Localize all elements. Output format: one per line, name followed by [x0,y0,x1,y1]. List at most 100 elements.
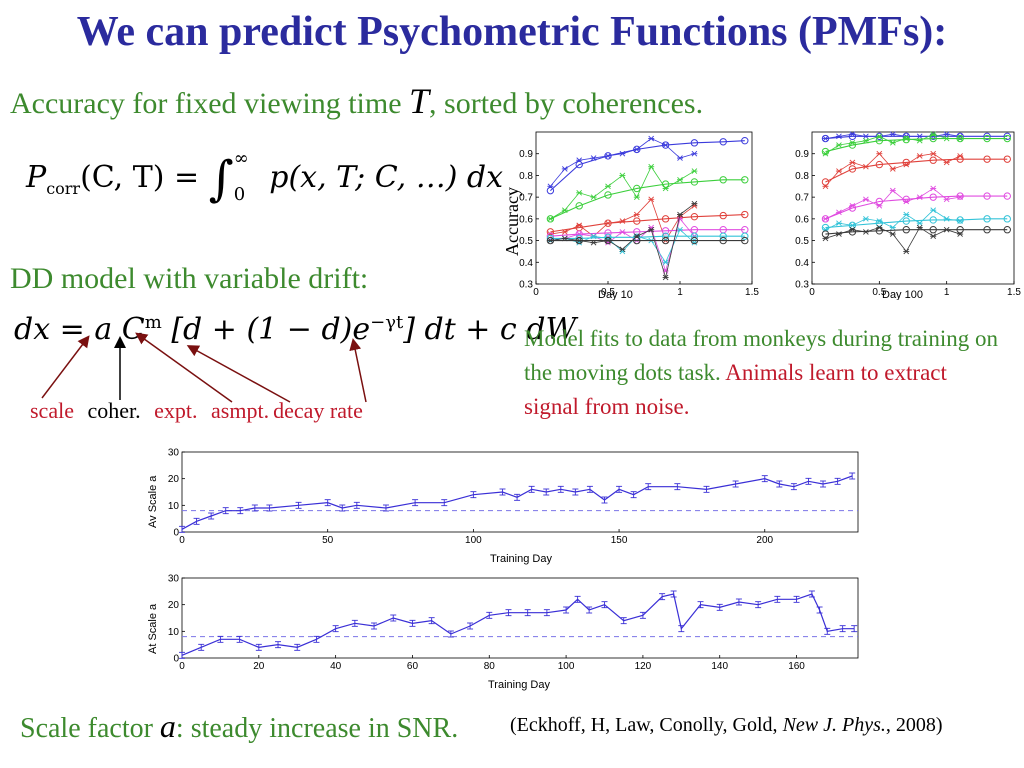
y-tick-label: 30 [168,448,180,459]
data-point [605,237,611,244]
data-point [677,226,683,233]
data-point [849,131,856,137]
data-point [916,220,923,227]
caption-highlight: Animals learn to extract signal from noi… [524,360,947,419]
fit-marker [690,232,699,240]
fit-marker [741,176,749,184]
fit-marker [875,160,884,169]
integral-sign: ∫ [208,151,234,207]
accuracy-heading-post: , sorted by coherences. [429,87,704,120]
data-point [691,168,698,174]
dd-model-heading: DD model with variable drift: [10,262,369,295]
data-point [648,196,655,203]
fit-marker [956,226,964,234]
data-point [677,176,683,183]
data-point [903,198,910,205]
chart-day10-ylabel: Accuracy [502,187,522,256]
data-point [903,248,910,255]
fit-marker [848,165,857,173]
data-point [633,194,640,200]
data-point [835,168,842,174]
data-point [889,166,896,172]
fit-marker [875,136,884,145]
data-point [903,161,910,168]
data-point [561,229,568,235]
data-point [547,183,554,190]
data-point [957,231,964,237]
x-tick-label: 40 [330,661,342,672]
data-point [889,224,896,231]
fit-marker [633,217,641,225]
chart-day100-xlabel: Day 100 [882,289,923,300]
data-point [943,196,950,203]
x-tick-label: 0 [809,287,815,298]
data-point [862,133,869,140]
y-tick-label: 30 [168,574,180,585]
scale-factor-pre: Scale factor [20,713,153,744]
data-point [889,131,896,137]
scale-line [181,475,853,530]
x-tick-label: 100 [465,535,482,546]
parameter-arrows [41,332,367,403]
fit-marker [719,236,727,245]
fit-marker [690,212,699,221]
y-tick-label: 0.7 [519,193,533,204]
data-point [957,153,964,159]
data-point [889,140,896,146]
fit-line-2 [825,158,1008,183]
data-point [835,133,842,140]
drift-equation: dx = a Cm [d + (1 − d)e−γt] dt + c dW [14,312,576,347]
data-point [930,207,937,213]
fit-marker [604,236,612,245]
data-point [835,220,842,227]
y-tick-label: 0.8 [795,171,809,182]
chart-day100-frame [811,131,1015,285]
fit-marker [690,178,699,186]
fit-marker [848,141,857,149]
data-point [822,135,829,142]
label-scale: scale [30,398,74,423]
x-tick-label: 60 [407,661,419,672]
fit-marker [575,160,583,169]
data-point [633,233,640,240]
data-point [677,155,683,161]
parameter-labels: scale coher. expt. asmpt. decay rate [30,398,371,424]
data-point [605,220,611,227]
fit-marker [848,132,857,141]
fit-marker [575,202,583,210]
data-point [648,163,655,170]
data-point [849,159,856,166]
fit-marker [661,232,670,240]
fit-marker [1003,155,1011,163]
data-point [648,226,655,233]
y-tick-label: 0.5 [519,236,533,247]
eq2-mid: [d + (1 − d)e [161,312,371,347]
data-point [849,140,856,146]
data-point [876,203,883,209]
fit-marker [1003,132,1011,141]
data-point [822,150,829,157]
fit-line-1 [825,137,1008,153]
data-point [862,137,869,144]
viewing-time-symbol: T [409,81,430,121]
eq1-upper-limit: ∞ [233,148,249,169]
data-point [662,274,669,281]
y-tick-label: 0.9 [519,149,533,160]
x-tick-label: 1.5 [1007,287,1021,298]
data-point [561,166,568,172]
data-point [916,133,923,140]
fit-line-4 [825,218,1008,229]
data-point [957,218,964,224]
data-point [576,189,583,196]
y-tick-label: 20 [168,600,180,611]
data-point [619,150,626,157]
chart-day100: 0 0.5 1 1.5 0.3 0.4 0.5 0.6 0.7 0.8 0.9 Day 100 [795,131,1021,300]
data-point [930,150,937,157]
data-point [590,239,597,246]
chart-at-scale-xlabel: Training Day [488,679,550,691]
data-point [930,233,937,240]
data-point [916,153,923,159]
scale-factor-post: : steady increase in SNR. [175,713,459,744]
y-tick-label: 0 [173,654,179,665]
